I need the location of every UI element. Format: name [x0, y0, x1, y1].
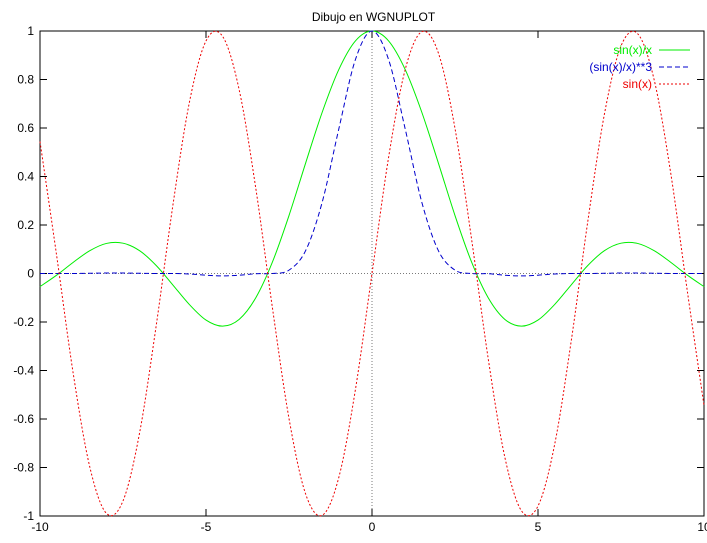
y-tick-label: 0.2 [17, 218, 34, 232]
legend-label-3: sin(x) [623, 77, 652, 91]
y-tick-label: 0.6 [17, 121, 34, 135]
axes-layer: 1 0.8 0.6 0.4 0.2 0 -0.2 -0.4 -0.6 -0.8 -1-10 -5 0 5 1… [13, 24, 707, 534]
y-tick-label: 0 [27, 267, 34, 281]
chart-title: Dibujo en WGNUPLOT [312, 10, 436, 24]
y-tick-label: -1 [23, 509, 34, 523]
x-tick-label: -10 [31, 520, 49, 534]
legend-label-1: sin(x)/x [613, 43, 652, 57]
legend: sin(x)/x (sin(x)/x)**3 sin(x) [589, 43, 690, 91]
series-line-2 [40, 30, 704, 277]
y-tick-label: -0.4 [13, 364, 34, 378]
y-tick-label: 1 [27, 24, 34, 38]
y-tick-label: -0.8 [13, 461, 34, 475]
y-tick-label: -0.6 [13, 412, 34, 426]
x-tick-label: 0 [369, 520, 376, 534]
series-line-3 [39, 30, 705, 517]
y-tick-label: 0.4 [17, 170, 34, 184]
x-tick-label: -5 [201, 520, 212, 534]
y-tick-label: -0.2 [13, 315, 34, 329]
x-tick-label: 5 [535, 520, 542, 534]
legend-label-2: (sin(x)/x)**3 [589, 60, 652, 74]
series-layer [39, 30, 705, 517]
x-tick-label: 10 [697, 520, 707, 534]
y-tick-label: 0.8 [17, 73, 34, 87]
